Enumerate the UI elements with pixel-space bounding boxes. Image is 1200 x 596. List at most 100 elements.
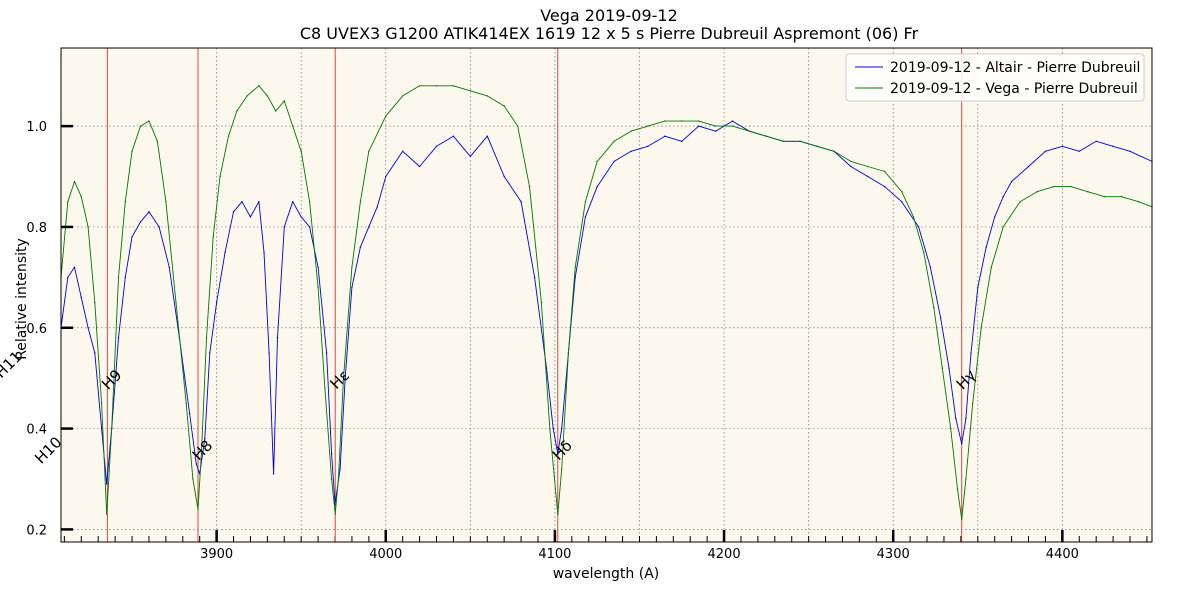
series-1-point [351,266,353,268]
series-1-point [901,191,903,193]
series-0-point [204,438,206,440]
series-group [60,85,1153,520]
series-0-point [272,473,275,475]
series-0-point [533,276,536,279]
series-1-point [402,95,404,97]
series-1-point [731,125,734,127]
series-1-point [912,216,915,218]
series-0-point [94,352,96,354]
series-1-point [117,276,120,279]
series-0-point [714,130,717,132]
y-tick-label: 0.8 [26,221,47,236]
series-1-point [561,468,563,470]
series-0-point [188,412,191,415]
legend-box [845,53,1145,102]
series-1-point [596,160,598,163]
series-0-point [87,327,89,329]
chart-title: Vega 2019-09-12 [540,6,678,25]
series-1-point [647,125,649,127]
series-1-point [124,201,127,203]
series-1-point [748,130,751,132]
series-0-point [584,216,587,218]
series-1-point [567,352,570,354]
series-1-point [1103,196,1106,198]
series-1-point [782,140,784,142]
series-1-point [613,140,615,142]
series-0-point [131,236,133,238]
series-1-point [469,90,471,92]
series-1-point [557,513,559,515]
series-0-point [1061,145,1064,147]
series-0-point [850,165,852,168]
series-0-point [867,175,869,178]
series-1-point [549,427,551,430]
minor-ticks [63,536,1148,542]
series-1-point [681,120,683,122]
y-axis-ticks: 0.2 0.4 0.6 0.8 1.0 [26,120,73,538]
series-1-point [73,180,76,183]
x-tick-label: 4300 [877,547,910,562]
series-0-point [385,175,387,178]
series-1-point [334,513,336,515]
series-0-point [965,417,967,420]
series-1-point [584,201,587,203]
y-tick-label: 1.0 [26,120,47,135]
series-1-point [131,150,133,152]
series-1-point [330,478,333,480]
series-1-point [212,236,214,238]
series-1-point [990,266,992,268]
series-1-point [517,125,519,127]
series-0-point [469,155,471,158]
series-1-point [165,201,167,203]
series-1-point [1137,201,1140,203]
series-0-point [300,216,302,218]
series-1-point [324,387,326,389]
series-1-point [275,110,277,112]
series-1-point [714,125,717,127]
x-tick-label: 4400 [1046,547,1079,562]
series-0-point [977,286,979,289]
series-0-point [73,266,76,268]
series-1-point [192,478,194,480]
series-0-point [917,226,920,228]
series-1-point [337,478,340,480]
series-0-point [139,221,142,223]
series-1-point [941,367,943,369]
series-0-point [647,145,649,147]
series-0-point [308,226,311,228]
series-1-point [1002,226,1004,228]
series-0-point [376,206,378,208]
balmer-line-markers [106,48,963,542]
series-1-point [1053,185,1055,188]
series-1-point [965,478,967,480]
series-0-point [168,266,170,268]
series-1-point [923,251,925,253]
series-0-point [351,286,353,289]
series-0-point [317,266,319,268]
series-0-point [955,417,957,420]
series-0-point [561,427,563,430]
line-label-H10: H10 [31,433,65,467]
series-1-point [283,100,285,102]
series-1-point [368,150,370,152]
series-1-point [67,201,69,203]
series-0-point [224,251,226,253]
series-0-point [241,201,243,203]
series-1-point [850,160,852,163]
series-1-point [87,226,89,228]
x-tick-label: 4100 [538,547,571,562]
series-0-point [435,145,438,147]
series-1-point [435,85,438,87]
series-line-1 [60,85,1153,520]
series-0-point [263,251,265,253]
x-tick-label: 4000 [369,547,402,562]
series-0-point [1129,150,1131,152]
series-0-point [985,246,987,248]
series-1-point [308,201,311,203]
series-1-point [630,130,632,132]
x-axis-ticks: 3900 4000 4100 4200 4300 4400 [200,530,1079,562]
series-0-point [292,201,294,203]
series-0-point [486,135,488,137]
series-0-point [339,468,341,470]
